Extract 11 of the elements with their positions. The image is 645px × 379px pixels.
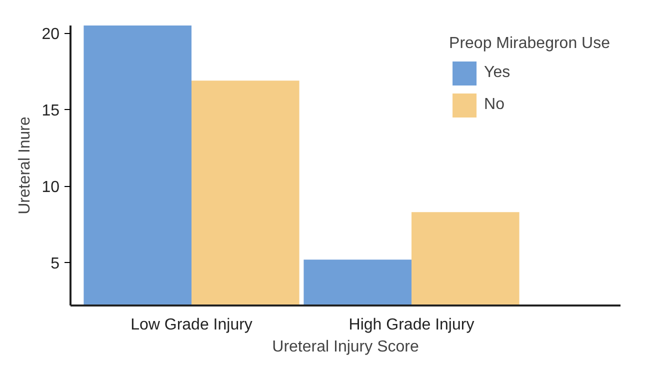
y-axis-title: Ureteral Inure (16, 116, 34, 214)
legend-label: No (484, 95, 504, 115)
legend-label: Yes (484, 63, 510, 83)
y-tick-label: 15 (42, 102, 60, 120)
x-tick-label: Low Grade Injury (130, 316, 252, 334)
y-tick-label: 10 (42, 179, 60, 196)
legend-title: Preop Mirabegron Use (449, 35, 610, 53)
y-tick-label: 20 (42, 26, 60, 44)
x-tick-label: High Grade Injury (348, 316, 474, 334)
x-axis-title: Ureteral Injury Score (272, 338, 419, 356)
y-tick-label: 5 (50, 256, 60, 273)
